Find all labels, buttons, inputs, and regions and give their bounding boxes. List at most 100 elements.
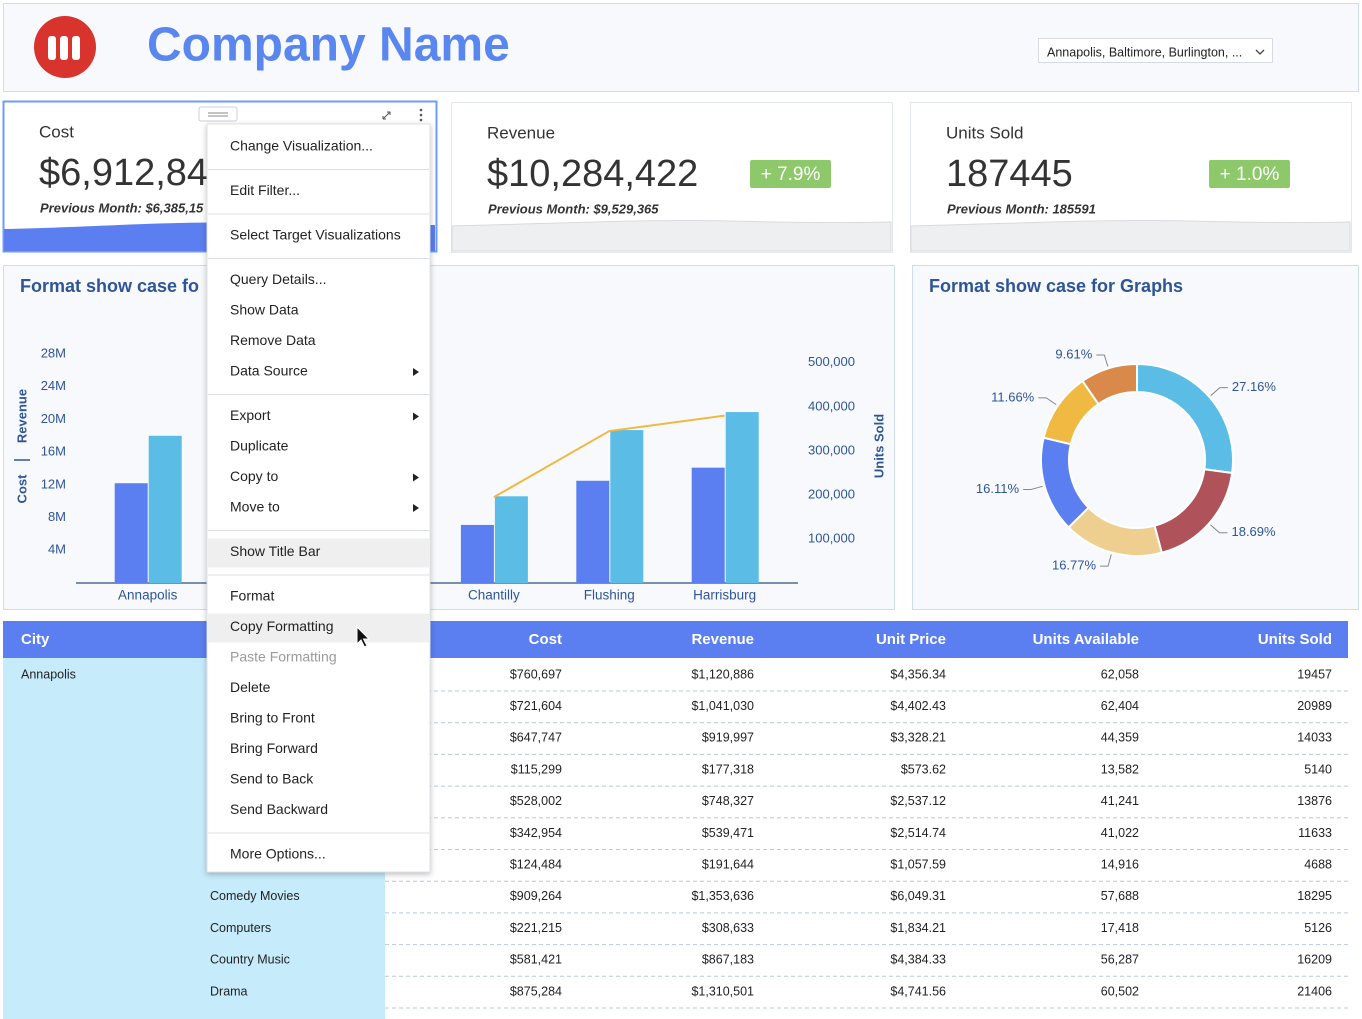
menu-item-label[interactable]: Bring Forward xyxy=(230,740,318,756)
menu-item[interactable]: Show Data xyxy=(230,302,299,318)
bar xyxy=(691,467,725,583)
more-icon-dot[interactable] xyxy=(419,113,423,117)
table-cell: 41,241 xyxy=(1101,794,1139,808)
menu-item-label[interactable]: Delete xyxy=(230,679,271,695)
kpi-card[interactable]: Units Sold 187445 Previous Month: 185591 + … xyxy=(910,102,1352,253)
menu-item-label[interactable]: Show Data xyxy=(230,302,299,318)
kpi-label: Cost xyxy=(39,122,74,141)
menu-item-label[interactable]: Duplicate xyxy=(230,438,289,454)
menu-item-label[interactable]: More Options... xyxy=(230,846,326,862)
menu-item-label[interactable]: Bring to Front xyxy=(230,710,315,726)
menu-item[interactable]: Data Source xyxy=(230,363,419,379)
drag-handle xyxy=(198,106,238,122)
table-cell: 62,058 xyxy=(1101,667,1139,681)
menu-item[interactable]: Query Details... xyxy=(230,271,326,287)
menu-item[interactable]: Delete xyxy=(230,679,271,695)
menu-item-label[interactable]: Select Target Visualizations xyxy=(230,227,401,243)
menu-item[interactable]: Format xyxy=(230,588,274,604)
menu-item-label[interactable]: Data Source xyxy=(230,363,308,379)
table-cell: $748,327 xyxy=(702,794,754,808)
table-cell: $647,747 xyxy=(510,731,562,745)
menu-item[interactable]: Send to Back xyxy=(230,771,314,787)
menu-item[interactable]: Duplicate xyxy=(230,438,289,454)
menu-item-label[interactable]: Change Visualization... xyxy=(230,138,373,154)
table-cell: $1,310,501 xyxy=(691,984,754,998)
x-tick-label: Annapolis xyxy=(118,588,178,603)
menu-item[interactable]: Show Title Bar xyxy=(208,538,429,568)
menu-item[interactable]: Move to xyxy=(230,499,419,515)
kpi-value: $6,912,84 xyxy=(39,152,208,194)
menu-item-label[interactable]: Export xyxy=(230,407,271,423)
kpi-previous: Previous Month: 185591 xyxy=(947,201,1096,216)
table-cell: $1,834.21 xyxy=(890,921,946,935)
menu-item-label[interactable]: Copy Formatting xyxy=(230,618,333,634)
y-tick-label: 20M xyxy=(41,411,66,426)
menu-item[interactable]: Bring Forward xyxy=(230,740,318,756)
logo xyxy=(34,16,96,78)
y-tick-label: 28M xyxy=(41,345,66,360)
filter-text[interactable]: Annapolis, Baltimore, Burlington, ... xyxy=(1047,45,1242,59)
menu-item-highlight[interactable] xyxy=(208,613,429,643)
submenu-arrow[interactable] xyxy=(413,504,419,512)
expand-icon[interactable] xyxy=(382,111,391,120)
bar xyxy=(576,480,610,583)
kpi-value: $10,284,422 xyxy=(487,153,698,195)
submenu-arrow[interactable] xyxy=(413,473,419,482)
table-cell: 4688 xyxy=(1304,857,1332,871)
menu-item[interactable]: Send Backward xyxy=(230,801,328,817)
menu-item[interactable]: Select Target Visualizations xyxy=(230,227,401,243)
submenu-arrow[interactable] xyxy=(413,412,419,421)
y-axis-title: Cost xyxy=(14,474,29,504)
kpi-card[interactable]: Revenue $10,284,422 Previous Month: $9,529… xyxy=(451,102,893,253)
menu-item-label[interactable]: Show Title Bar xyxy=(230,543,321,559)
table-cell: 17,418 xyxy=(1101,921,1139,935)
menu-item[interactable]: More Options... xyxy=(230,846,326,862)
leader-line xyxy=(1210,387,1228,396)
donut-label: 11.66% xyxy=(991,389,1035,404)
table-cell: 19457 xyxy=(1297,667,1332,681)
table-cell: 11633 xyxy=(1298,826,1332,840)
menu-item-label[interactable]: Send Backward xyxy=(230,801,328,817)
table-cell: 5140 xyxy=(1304,762,1332,776)
table-cell: 13876 xyxy=(1297,794,1332,808)
table-cell: $581,421 xyxy=(510,953,562,967)
menu-item[interactable]: Remove Data xyxy=(230,332,316,348)
table-cell: 14033 xyxy=(1297,731,1332,745)
menu-item-label[interactable]: Query Details... xyxy=(230,271,326,287)
y-tick-label: 8M xyxy=(48,509,66,524)
menu-item-label[interactable]: Copy to xyxy=(230,468,278,484)
submenu-arrow[interactable] xyxy=(413,368,419,376)
menu-item-label[interactable]: Remove Data xyxy=(230,332,316,348)
table-cell: $1,057.59 xyxy=(890,857,946,871)
menu-item-label[interactable]: Format xyxy=(230,588,274,604)
menu-item[interactable]: Copy to xyxy=(230,468,419,484)
donut-label: 27.16% xyxy=(1232,379,1277,394)
table-cell: $528,002 xyxy=(510,794,562,808)
table-cell: 14,916 xyxy=(1101,857,1139,871)
table-cell: 13,582 xyxy=(1101,762,1139,776)
menu-item[interactable]: Export xyxy=(230,407,419,423)
table-cell: 16209 xyxy=(1297,953,1332,967)
menu-item[interactable]: Bring to Front xyxy=(230,710,315,726)
filter-dropdown[interactable]: Annapolis, Baltimore, Burlington, ... xyxy=(1038,38,1273,63)
menu-item-highlight[interactable] xyxy=(208,538,429,568)
menu-item-label[interactable]: Move to xyxy=(230,499,280,515)
more-icon-dot[interactable] xyxy=(419,118,423,122)
table-cell: $177,318 xyxy=(702,762,754,776)
table-cell: 21406 xyxy=(1297,984,1332,998)
menu-item[interactable]: Copy Formatting xyxy=(208,613,429,643)
sparkline-area xyxy=(451,219,892,252)
bar xyxy=(494,496,528,583)
menu-item-label[interactable]: Send to Back xyxy=(230,771,314,787)
menu-item[interactable]: Change Visualization... xyxy=(230,138,373,154)
more-icon-dot[interactable] xyxy=(419,108,423,112)
table-cell: $4,741.56 xyxy=(890,984,946,998)
menu-item[interactable]: Edit Filter... xyxy=(230,182,300,198)
menu-item-label: Paste Formatting xyxy=(230,649,337,665)
y2-tick-label: 100,000 xyxy=(808,530,855,545)
menu-item-label[interactable]: Edit Filter... xyxy=(230,182,300,198)
table-cell: Comedy Movies xyxy=(210,889,300,903)
column-header: Units Available xyxy=(1033,631,1139,648)
column-header: Units Sold xyxy=(1258,631,1332,648)
